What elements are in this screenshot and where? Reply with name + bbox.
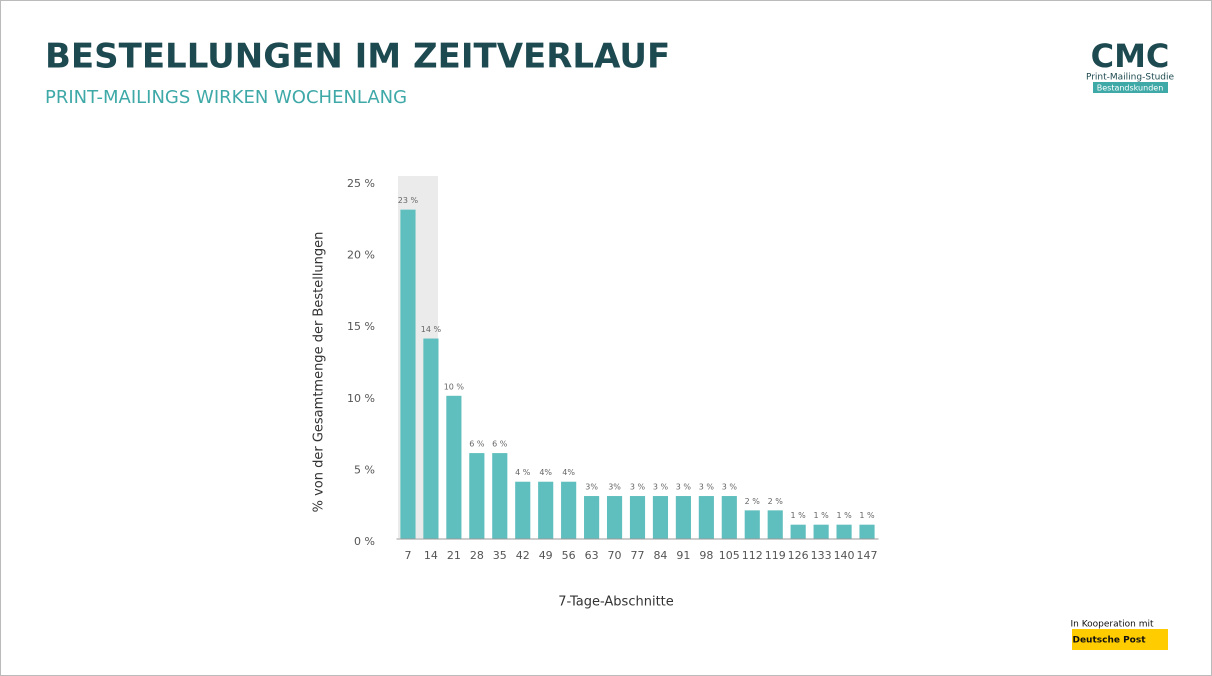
y-tick-label: 0 % bbox=[354, 535, 375, 548]
bar bbox=[652, 496, 669, 539]
bar bbox=[698, 496, 714, 539]
value-label: 3 % bbox=[699, 483, 715, 492]
value-label: 6 % bbox=[492, 440, 508, 449]
y-tick-label: 5 % bbox=[354, 463, 375, 476]
bar bbox=[744, 510, 760, 539]
partner: Deutsche Post bbox=[1072, 636, 1146, 646]
bar bbox=[584, 496, 600, 539]
x-tick-label: 98 bbox=[699, 549, 713, 562]
logo-tag: Bestandskunden bbox=[1097, 84, 1164, 93]
x-tick-label: 133 bbox=[811, 549, 832, 562]
logo: CMC bbox=[1091, 37, 1170, 75]
value-label: 6 % bbox=[469, 440, 485, 449]
value-label: 1 % bbox=[836, 511, 852, 520]
value-label: 4% bbox=[539, 468, 552, 477]
value-label: 3 % bbox=[722, 483, 738, 492]
cooperation: In Kooperation mit bbox=[1070, 620, 1154, 630]
x-tick-label: 21 bbox=[447, 549, 461, 562]
title: BESTELLUNGEN IM ZEITVERLAUF bbox=[45, 37, 670, 77]
value-label: 3% bbox=[585, 483, 598, 492]
bar bbox=[561, 481, 577, 539]
bar bbox=[515, 481, 531, 539]
value-label: 4 % bbox=[515, 468, 531, 477]
x-tick-label: 63 bbox=[585, 549, 599, 562]
x-tick-label: 28 bbox=[470, 549, 484, 562]
x-tick-label: 84 bbox=[653, 549, 667, 562]
value-label: 14 % bbox=[421, 325, 442, 334]
bar bbox=[836, 524, 852, 539]
bar bbox=[492, 453, 508, 539]
y-tick-label: 25 % bbox=[347, 177, 375, 190]
partner-badge bbox=[1072, 629, 1168, 650]
x-tick-label: 105 bbox=[719, 549, 740, 562]
x-tick-label: 70 bbox=[608, 549, 622, 562]
y-axis-label: % von der Gesamtmenge der Bestellungen bbox=[312, 232, 327, 513]
value-label: 3 % bbox=[653, 483, 669, 492]
value-label: 1 % bbox=[791, 511, 807, 520]
subtitle: PRINT-MAILINGS WIRKEN WOCHENLANG bbox=[45, 87, 407, 108]
bar bbox=[606, 496, 623, 539]
value-label: 2 % bbox=[745, 497, 761, 506]
x-tick-label: 56 bbox=[562, 549, 576, 562]
bar bbox=[469, 453, 485, 539]
value-label: 4% bbox=[562, 468, 575, 477]
x-tick-label: 7 bbox=[404, 549, 411, 562]
value-label: 3 % bbox=[676, 483, 692, 492]
bar bbox=[629, 496, 646, 539]
bar bbox=[538, 481, 554, 539]
x-tick-label: 49 bbox=[539, 549, 553, 562]
x-tick-label: 140 bbox=[834, 549, 855, 562]
y-tick-label: 15 % bbox=[347, 320, 375, 333]
bar bbox=[790, 524, 806, 539]
bar bbox=[400, 209, 416, 539]
x-tick-label: 35 bbox=[493, 549, 507, 562]
bar bbox=[446, 395, 462, 539]
x-tick-label: 14 bbox=[424, 549, 438, 562]
logo-tag-bg bbox=[1093, 82, 1168, 93]
bar bbox=[721, 496, 737, 539]
x-tick-label: 91 bbox=[676, 549, 690, 562]
x-tick-label: 126 bbox=[788, 549, 809, 562]
logo-sub: Print-Mailing-Studie bbox=[1086, 73, 1175, 83]
value-label: 2 % bbox=[768, 497, 784, 506]
value-label: 3 % bbox=[630, 483, 646, 492]
bar bbox=[675, 496, 691, 539]
x-axis-label: 7-Tage-Abschnitte bbox=[558, 595, 674, 610]
y-tick-label: 10 % bbox=[347, 392, 375, 405]
bar bbox=[813, 524, 829, 539]
value-label: 23 % bbox=[398, 196, 419, 205]
bar bbox=[767, 510, 783, 539]
value-label: 3% bbox=[608, 483, 621, 492]
value-label: 1 % bbox=[814, 511, 830, 520]
bar bbox=[423, 338, 439, 539]
y-tick-label: 20 % bbox=[347, 249, 375, 262]
x-tick-label: 119 bbox=[765, 549, 786, 562]
x-tick-label: 42 bbox=[516, 549, 530, 562]
x-tick-label: 77 bbox=[631, 549, 645, 562]
x-tick-label: 112 bbox=[742, 549, 763, 562]
value-label: 10 % bbox=[444, 382, 465, 391]
value-label: 1 % bbox=[859, 511, 875, 520]
bar bbox=[859, 524, 875, 539]
x-tick-label: 147 bbox=[857, 549, 878, 562]
